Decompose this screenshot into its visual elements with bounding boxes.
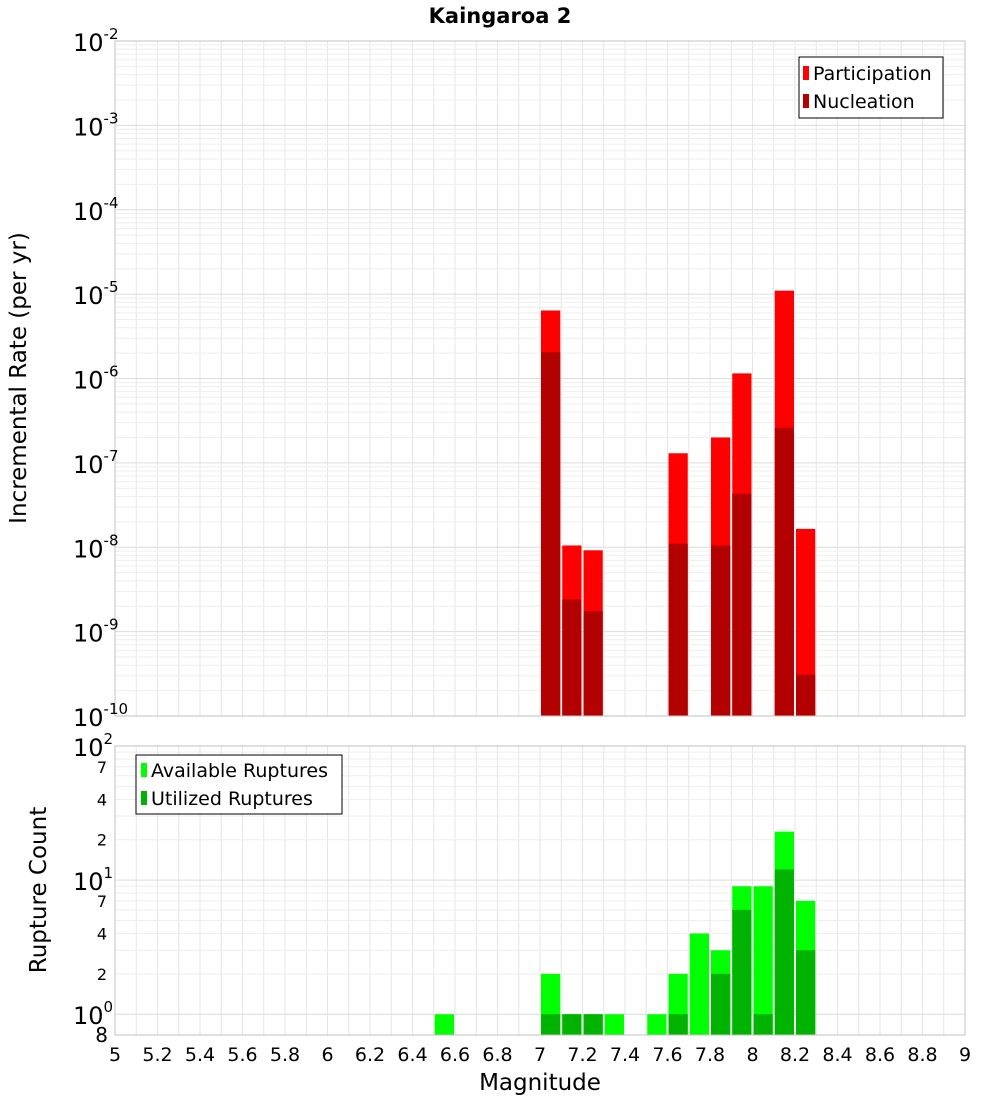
available-ruptures-bar (753, 886, 773, 1035)
count-panel: 102 101 100 7 4 2 7 4 2 5 5.2 5.4 5.6 5.8 6 6.2 6.4 6.6 6… (26, 730, 971, 1096)
rate-y-tick-label: 10-7 (73, 447, 119, 479)
available-ruptures-bar (434, 1014, 454, 1035)
magnitude-x-tick-label: 8.8 (907, 1044, 937, 1066)
magnitude-x-tick-label: 7.4 (610, 1044, 640, 1066)
nucleation-bar (796, 674, 816, 716)
utilized-ruptures-bar (668, 1014, 688, 1035)
magnitude-x-tick-label: 8 (746, 1044, 758, 1066)
utilized-ruptures-bar (562, 1014, 582, 1035)
utilized-ruptures-bar (541, 1014, 561, 1035)
magnitude-x-tick-label: 5.2 (142, 1044, 172, 1066)
count-y-minor-tick-label: 2 (97, 965, 107, 984)
participation-legend-swatch (803, 66, 809, 80)
magnitude-x-tick-label: 6 (321, 1044, 333, 1066)
magnitude-x-tick-label: 6.6 (440, 1044, 470, 1066)
rate-y-tick-label: 10-3 (73, 109, 119, 141)
utilized-ruptures-bar (711, 973, 731, 1035)
available-ruptures-bar (647, 1014, 667, 1035)
nucleation-legend-swatch (803, 94, 809, 108)
magnitude-x-ticks: 5 5.2 5.4 5.6 5.8 6 6.2 6.4 6.6 6.8 7 7.2 7.4 7.6 7.8 8… (109, 1044, 971, 1066)
count-y-minor-tick-label: 7 (97, 758, 107, 777)
magnitude-x-tick-label: 7 (534, 1044, 546, 1066)
magnitude-x-tick-label: 7.2 (567, 1044, 597, 1066)
rate-y-tick-label: 10-5 (73, 278, 119, 310)
magnitude-x-tick-label: 7.6 (652, 1044, 682, 1066)
count-y-major-tick-label: 100 (73, 998, 113, 1030)
available-ruptures-bar (689, 933, 709, 1035)
rate-y-axis-label: Incremental Rate (per yr) (6, 232, 32, 524)
rate-legend: Participation Nucleation (798, 56, 944, 119)
count-y-major-tick-label: 102 (73, 730, 113, 762)
count-legend-box (135, 754, 343, 815)
utilized-ruptures-bar (753, 1014, 773, 1035)
available-ruptures-bar (604, 1014, 624, 1035)
magnitude-x-tick-label: 6.8 (482, 1044, 512, 1066)
magnitude-x-tick-label: 5.6 (227, 1044, 257, 1066)
rate-y-tick-label: 10-4 (73, 194, 119, 226)
magnitude-x-tick-label: 5.8 (270, 1044, 300, 1066)
rate-y-tick-label: 10-8 (73, 531, 119, 563)
rate-panel: 10-2 10-3 10-4 10-5 10-6 10-7 10-8 10-9 10-10 In… (6, 25, 966, 732)
chart-title: Kaingaroa 2 (429, 4, 572, 28)
rate-y-ticks: 10-2 10-3 10-4 10-5 10-6 10-7 10-8 10-9 10-10 (73, 25, 128, 732)
rate-bars (541, 290, 816, 716)
utilized-ruptures-bar (583, 1014, 603, 1035)
count-bars (434, 831, 816, 1035)
nucleation-legend-label: Nucleation (813, 91, 915, 113)
count-y-axis-label: Rupture Count (26, 807, 52, 973)
nucleation-bar (732, 493, 752, 716)
utilized-ruptures-bar (774, 869, 794, 1035)
rate-y-tick-label: 10-2 (73, 25, 119, 57)
magnitude-x-tick-label: 7.8 (695, 1044, 725, 1066)
count-plot-frame (114, 745, 966, 1036)
magnitude-x-axis-label: Magnitude (479, 1070, 601, 1096)
count-grid (115, 746, 966, 1035)
magnitude-x-tick-label: 5.4 (185, 1044, 215, 1066)
nucleation-bar (774, 427, 794, 716)
magnitude-x-tick-label: 8.4 (822, 1044, 852, 1066)
rate-plot-frame (114, 40, 966, 717)
participation-legend-label: Participation (813, 63, 932, 85)
available-legend-label: Available Ruptures (151, 760, 328, 782)
magnitude-x-tick-label: 9 (959, 1044, 971, 1066)
nucleation-bar (583, 611, 603, 716)
rate-grid (115, 41, 966, 717)
count-y-minor-tick-label: 7 (97, 892, 107, 911)
count-y-minor-tick-label: 2 (97, 831, 107, 850)
magnitude-x-tick-label: 5 (109, 1044, 121, 1066)
utilized-ruptures-bar (796, 950, 816, 1035)
rate-legend-box (798, 56, 944, 119)
count-bottom-tick-label: 8 (95, 1023, 108, 1047)
count-y-minor-tick-label: 4 (97, 790, 107, 809)
nucleation-bar (668, 543, 688, 716)
utilized-ruptures-bar (732, 909, 752, 1035)
count-y-minor-tick-label: 4 (97, 924, 107, 943)
magnitude-x-tick-label: 6.2 (355, 1044, 385, 1066)
available-legend-swatch (141, 763, 147, 777)
count-y-major-tick-label: 101 (73, 864, 113, 896)
magnitude-x-tick-label: 6.4 (397, 1044, 427, 1066)
utilized-legend-label: Utilized Ruptures (151, 788, 313, 810)
magnitude-x-tick-label: 8.2 (780, 1044, 810, 1066)
rate-y-tick-label: 10-10 (73, 700, 128, 732)
rate-y-tick-label: 10-6 (73, 363, 119, 395)
nucleation-bar (562, 599, 582, 716)
nucleation-bar (711, 545, 731, 716)
count-legend: Available Ruptures Utilized Ruptures (135, 754, 343, 815)
rate-y-tick-label: 10-9 (73, 616, 119, 648)
utilized-legend-swatch (141, 791, 147, 805)
participation-bar (796, 528, 816, 716)
count-y-ticks: 102 101 100 7 4 2 7 4 2 (73, 730, 113, 1030)
magnitude-x-tick-label: 8.6 (865, 1044, 895, 1066)
nucleation-bar (541, 352, 561, 716)
